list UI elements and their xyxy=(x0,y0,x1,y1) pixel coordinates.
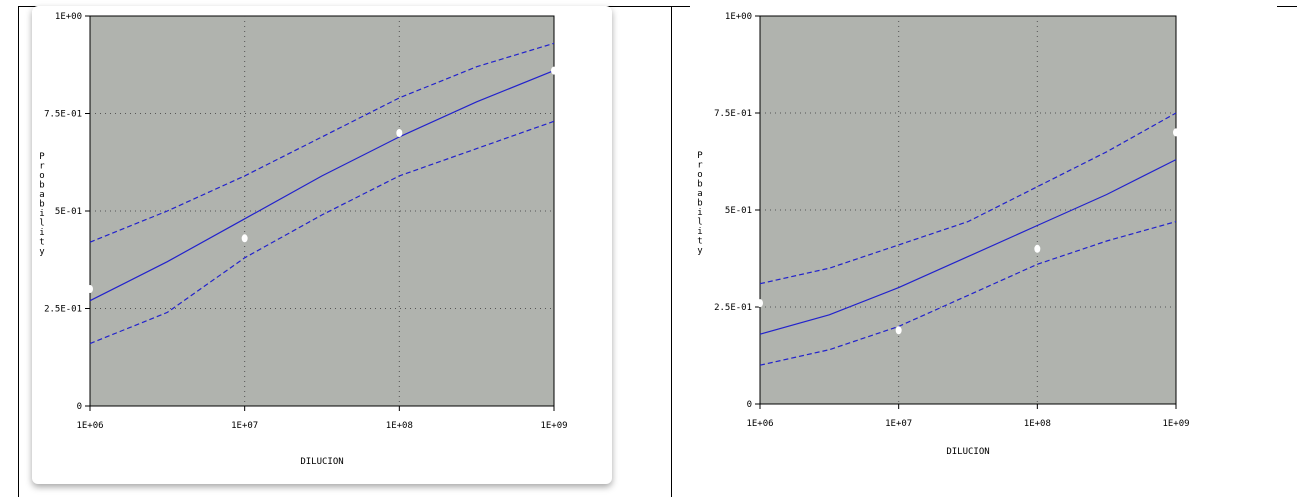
observed-point xyxy=(757,299,763,308)
y-axis-label-letter: i xyxy=(697,227,702,237)
y-axis-label-letter: r xyxy=(39,161,45,171)
observed-point xyxy=(1173,128,1179,137)
x-tick-label: 1E+08 xyxy=(1024,419,1051,429)
chart-panel-right: 1E+06 1E+07 1E+08 1E+09 0 2.5E-01 5E-01 7.5E-01… xyxy=(690,6,1277,472)
probability-chart-right: 1E+06 1E+07 1E+08 1E+09 0 2.5E-01 5E-01 7.5E-01… xyxy=(697,12,1189,457)
x-tick-label: 1E+06 xyxy=(76,421,103,431)
y-tick-label: 2.5E-01 xyxy=(44,305,82,315)
observed-point xyxy=(241,234,248,243)
y-axis-label-letter: a xyxy=(697,189,702,199)
confidence-band-line xyxy=(759,221,1177,366)
y-axis-label-letter: l xyxy=(39,218,44,228)
x-tick-label: 1E+07 xyxy=(231,421,258,431)
plot-area xyxy=(89,15,555,407)
x-tick-label: 1E+09 xyxy=(1162,419,1189,429)
plot-area xyxy=(759,15,1177,405)
observed-point xyxy=(87,285,93,293)
y-axis-label-letter: b xyxy=(697,198,702,208)
fitted-probability-line xyxy=(89,70,555,302)
y-axis-label-letter: a xyxy=(39,190,44,200)
y-tick-label: 5E-01 xyxy=(55,207,82,217)
probability-chart-left: 1E+06 1E+07 1E+08 1E+09 0 2.5E-01 5E-01 7.5E-01… xyxy=(39,12,567,467)
y-tick-label: 2.5E-01 xyxy=(714,303,752,313)
y-tick-label: 0 xyxy=(747,400,752,410)
y-tick-label: 7.5E-01 xyxy=(714,109,752,119)
y-axis-label-letter: b xyxy=(697,179,702,189)
y-axis-label-letter: r xyxy=(697,160,703,170)
observed-point xyxy=(1034,244,1041,253)
observed-point xyxy=(396,129,403,137)
y-tick-label: 1E+00 xyxy=(725,12,752,22)
y-axis-label-letter: o xyxy=(697,170,702,180)
y-axis-label-letter: y xyxy=(697,246,703,256)
x-axis-label: DILUCION xyxy=(946,447,989,457)
y-axis-label-letter: o xyxy=(39,171,44,181)
y-axis-label-letter: i xyxy=(697,208,702,218)
x-tick-label: 1E+07 xyxy=(885,419,912,429)
y-axis-label-letter: i xyxy=(39,228,44,238)
y-tick-label: 0 xyxy=(77,402,82,412)
y-tick-label: 5E-01 xyxy=(725,206,752,216)
x-tick-label: 1E+06 xyxy=(746,419,773,429)
frame-left-border xyxy=(18,6,19,497)
x-tick-label: 1E+08 xyxy=(386,421,413,431)
confidence-band-line xyxy=(759,112,1177,285)
y-axis-label-letter: l xyxy=(697,217,702,227)
chart-panel-left: 1E+06 1E+07 1E+08 1E+09 0 2.5E-01 5E-01 7.5E-01… xyxy=(32,6,612,484)
frame-center-divider xyxy=(671,6,672,497)
x-tick-label: 1E+09 xyxy=(540,421,567,431)
y-axis-label-letter: P xyxy=(39,152,45,162)
y-axis-label-letter: i xyxy=(39,209,44,219)
confidence-band-line xyxy=(89,42,555,243)
y-axis-label-letter: y xyxy=(39,247,45,257)
y-tick-label: 7.5E-01 xyxy=(44,110,82,120)
y-axis-label-letter: P xyxy=(697,151,703,161)
y-axis-label-letter: b xyxy=(39,180,44,190)
observed-point xyxy=(551,66,557,75)
observed-point xyxy=(895,326,902,335)
x-axis-label: DILUCION xyxy=(300,457,343,467)
y-axis-label-letter: t xyxy=(39,237,44,247)
y-tick-label: 1E+00 xyxy=(55,12,82,22)
y-axis-label-letter: t xyxy=(697,236,702,246)
frame-top-border xyxy=(18,6,1297,7)
y-axis-label-letter: b xyxy=(39,199,44,209)
confidence-band-line xyxy=(89,120,555,345)
fitted-probability-line xyxy=(759,159,1177,335)
